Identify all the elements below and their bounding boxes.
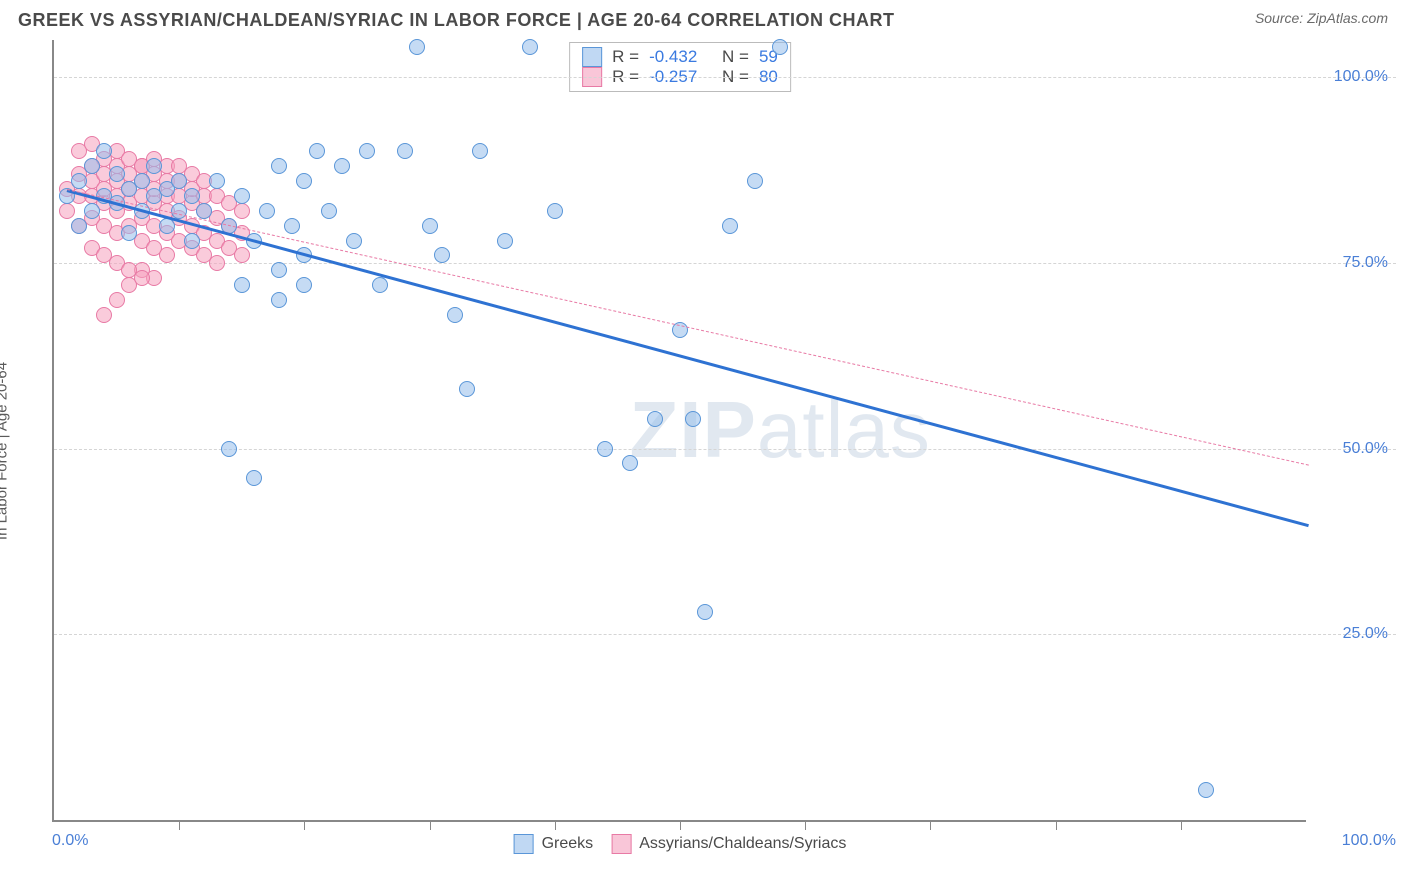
scatter-point [647, 411, 663, 427]
x-tick [1056, 820, 1057, 830]
y-axis-label: In Labor Force | Age 20-64 [0, 362, 11, 540]
correlation-stats-box: R = -0.432 N = 59 R = -0.257 N = 80 [569, 42, 791, 92]
scatter-point [284, 218, 300, 234]
scatter-point [522, 39, 538, 55]
bottom-legend: Greeks Assyrians/Chaldeans/Syriacs [514, 834, 847, 854]
scatter-point [271, 292, 287, 308]
y-tick-label: 75.0% [1343, 254, 1388, 272]
scatter-point [84, 203, 100, 219]
scatter-point [209, 173, 225, 189]
scatter-point [409, 39, 425, 55]
scatter-point [321, 203, 337, 219]
source-attribution: Source: ZipAtlas.com [1255, 10, 1388, 26]
scatter-point [184, 233, 200, 249]
scatter-point [697, 604, 713, 620]
scatter-point [109, 292, 125, 308]
scatter-point [271, 262, 287, 278]
scatter-point [296, 277, 312, 293]
scatter-point [271, 158, 287, 174]
scatter-point [171, 203, 187, 219]
swatch-icon [611, 834, 631, 854]
x-tick [930, 820, 931, 830]
scatter-point [422, 218, 438, 234]
scatter-point [171, 173, 187, 189]
y-tick-label: 100.0% [1334, 68, 1388, 86]
scatter-point [246, 470, 262, 486]
scatter-point [1198, 782, 1214, 798]
gridline [54, 77, 1396, 78]
scatter-point [346, 233, 362, 249]
scatter-point [722, 218, 738, 234]
x-axis-max-label: 100.0% [1342, 832, 1396, 850]
legend-item-assyrians: Assyrians/Chaldeans/Syriacs [611, 834, 846, 854]
scatter-point [234, 188, 250, 204]
scatter-point [685, 411, 701, 427]
scatter-point [71, 218, 87, 234]
x-tick [179, 820, 180, 830]
scatter-point [472, 143, 488, 159]
scatter-point [296, 173, 312, 189]
scatter-point [597, 441, 613, 457]
scatter-point [259, 203, 275, 219]
legend-item-greeks: Greeks [514, 834, 594, 854]
chart-container: In Labor Force | Age 20-64 ZIPatlas R = … [10, 40, 1396, 862]
scatter-point [234, 247, 250, 263]
scatter-point [184, 188, 200, 204]
watermark: ZIPatlas [629, 384, 930, 476]
scatter-point [96, 143, 112, 159]
scatter-point [209, 255, 225, 271]
gridline [54, 634, 1396, 635]
swatch-icon [514, 834, 534, 854]
scatter-point [234, 203, 250, 219]
scatter-point [497, 233, 513, 249]
scatter-point [359, 143, 375, 159]
x-tick [1181, 820, 1182, 830]
scatter-point [434, 247, 450, 263]
scatter-point [447, 307, 463, 323]
scatter-point [134, 270, 150, 286]
scatter-point [221, 441, 237, 457]
scatter-point [84, 158, 100, 174]
x-tick [430, 820, 431, 830]
scatter-point [397, 143, 413, 159]
scatter-point [459, 381, 475, 397]
scatter-point [96, 307, 112, 323]
y-tick-label: 25.0% [1343, 625, 1388, 643]
swatch-icon [582, 47, 602, 67]
y-tick-label: 50.0% [1343, 440, 1388, 458]
x-tick [680, 820, 681, 830]
scatter-point [109, 166, 125, 182]
scatter-point [71, 173, 87, 189]
scatter-point [234, 277, 250, 293]
stats-row-greeks: R = -0.432 N = 59 [582, 47, 778, 67]
scatter-point [772, 39, 788, 55]
scatter-point [196, 203, 212, 219]
scatter-point [59, 203, 75, 219]
chart-title: GREEK VS ASSYRIAN/CHALDEAN/SYRIAC IN LAB… [18, 10, 894, 31]
scatter-point [372, 277, 388, 293]
x-tick [805, 820, 806, 830]
scatter-point [309, 143, 325, 159]
scatter-point [159, 247, 175, 263]
scatter-point [146, 158, 162, 174]
gridline [54, 449, 1396, 450]
x-tick [304, 820, 305, 830]
x-axis-min-label: 0.0% [52, 832, 88, 850]
scatter-point [134, 173, 150, 189]
x-tick [555, 820, 556, 830]
scatter-plot: ZIPatlas R = -0.432 N = 59 R = -0.257 N … [52, 40, 1306, 822]
gridline [54, 263, 1396, 264]
scatter-point [547, 203, 563, 219]
scatter-point [747, 173, 763, 189]
scatter-point [121, 225, 137, 241]
scatter-point [622, 455, 638, 471]
scatter-point [334, 158, 350, 174]
